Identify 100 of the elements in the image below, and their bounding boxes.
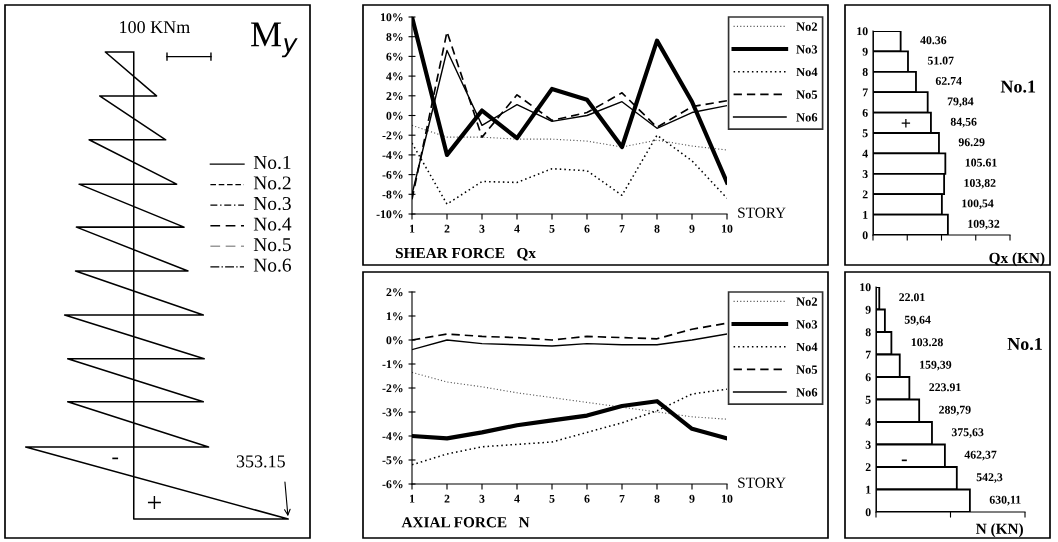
- y-tick-label: 2: [862, 190, 868, 199]
- y-tick-label: -1%: [382, 360, 403, 369]
- x-tick-label: 10: [722, 224, 733, 233]
- y-tick-label: 4%: [386, 72, 403, 81]
- y-tick-label: 0%: [386, 336, 403, 345]
- legend-label: No4: [796, 342, 818, 352]
- text: M$_{y}$: [251, 22, 298, 58]
- y-tick-label: 6: [865, 373, 871, 382]
- data-label: 79,84: [947, 97, 974, 108]
- y-tick-label: 4: [865, 418, 871, 427]
- data-label: 22.01: [899, 293, 925, 302]
- y-tick-label: 0%: [386, 111, 403, 120]
- x-axis-title: N (KN): [975, 523, 1023, 538]
- legend-label: No3: [796, 320, 818, 329]
- y-tick-label: 7: [862, 88, 868, 97]
- data-label: 109,32: [968, 219, 1000, 230]
- annotation: No.1: [1000, 80, 1036, 93]
- text: No.2: [253, 176, 291, 190]
- y-tick-label: 5: [862, 129, 868, 138]
- legend-label: No3: [796, 45, 818, 54]
- x-tick-label: 6: [584, 494, 590, 503]
- text: +: [147, 495, 161, 509]
- y-tick-label: 2%: [386, 92, 403, 101]
- y-tick-label: 0: [862, 231, 868, 240]
- data-label: 96.29: [958, 138, 985, 147]
- data-label: 630,11: [989, 495, 1021, 506]
- text: No.4: [253, 217, 292, 231]
- data-label: 223.91: [929, 383, 961, 392]
- data-label: 159,39: [920, 360, 952, 371]
- annotation: No.1: [1007, 337, 1042, 351]
- y-tick-label: 5: [865, 395, 871, 404]
- y-tick-label: 8: [865, 328, 871, 337]
- y-tick-label: -6%: [382, 480, 403, 489]
- legend-label: No4: [796, 67, 818, 77]
- y-tick-label: 10: [860, 283, 871, 292]
- y-tick-label: 8%: [386, 32, 403, 41]
- annotation: +: [901, 118, 911, 128]
- y-tick-label: 10%: [381, 13, 403, 22]
- x-tick-label: 5: [549, 224, 555, 233]
- x-tick-label: 8: [654, 494, 660, 503]
- y-tick-label: -8%: [382, 190, 403, 199]
- y-tick-label: 6%: [386, 52, 403, 61]
- x-axis-title: Qx (KN): [989, 252, 1045, 267]
- y-tick-label: -6%: [382, 170, 403, 179]
- y-tick-label: 10: [857, 27, 868, 36]
- x-tick-label: 3: [479, 494, 485, 503]
- x-tick-label: 9: [689, 494, 695, 503]
- y-tick-label: 3: [862, 170, 868, 179]
- data-label: 59,64: [904, 315, 931, 326]
- y-tick-label: 7: [865, 350, 871, 359]
- data-label: 103,82: [964, 178, 996, 189]
- legend-label: No2: [796, 22, 818, 31]
- y-tick-label: 3: [865, 440, 871, 449]
- y-tick-label: -5%: [382, 456, 403, 465]
- x-tick-label: 2: [444, 494, 450, 503]
- x-tick-label: 7: [619, 494, 625, 503]
- data-label: 100,54: [962, 199, 994, 210]
- y-tick-label: 1: [863, 210, 868, 219]
- y-tick-label: -4%: [382, 432, 403, 441]
- y-tick-label: 6: [862, 108, 868, 117]
- data-label: 62.74: [935, 77, 962, 86]
- legend-label: No6: [796, 113, 818, 122]
- y-tick-label: -3%: [382, 408, 403, 417]
- text: No.3: [253, 196, 291, 211]
- data-label: 542,3: [976, 473, 1003, 483]
- x-tick-label: 8: [654, 224, 660, 233]
- data-label: 289,79: [939, 405, 971, 416]
- x-tick-label: 4: [514, 494, 520, 503]
- text: STORY: [738, 207, 786, 218]
- line-series: [412, 124, 727, 151]
- x-tick-label: 5: [549, 494, 555, 503]
- y-tick-label: 0: [865, 508, 871, 517]
- text: STORY: [738, 477, 786, 488]
- y-tick-label: 1: [866, 485, 871, 494]
- y-tick-label: 1%: [386, 312, 403, 321]
- data-label: 84,56: [950, 117, 977, 128]
- y-tick-label: -2%: [382, 131, 403, 140]
- data-label: 40.36: [920, 36, 947, 45]
- text: No.6: [253, 258, 292, 272]
- x-tick-label: 2: [444, 224, 450, 233]
- x-tick-label: 1: [409, 224, 415, 233]
- x-tick-label: 4: [514, 224, 520, 233]
- y-tick-label: -4%: [382, 151, 403, 160]
- data-label: 105.61: [965, 158, 997, 167]
- x-tick-label: 10: [722, 494, 733, 503]
- y-tick-label: 2: [865, 463, 871, 472]
- data-label: 103.28: [911, 338, 943, 347]
- x-tick-label: 3: [479, 224, 485, 233]
- legend-label: No5: [796, 365, 818, 374]
- y-tick-label: 8: [862, 68, 868, 77]
- x-tick-label: 9: [689, 224, 695, 233]
- y-tick-label: -10%: [376, 210, 403, 219]
- text: 100 KNm: [120, 20, 190, 34]
- y-tick-label: 2%: [386, 288, 403, 297]
- x-tick-label: 7: [619, 224, 625, 233]
- text: No.1: [253, 155, 291, 170]
- y-tick-label: 4: [862, 149, 868, 158]
- data-label: 51.07: [927, 56, 954, 65]
- y-tick-label: 9: [862, 47, 868, 56]
- annotation: -: [901, 459, 907, 462]
